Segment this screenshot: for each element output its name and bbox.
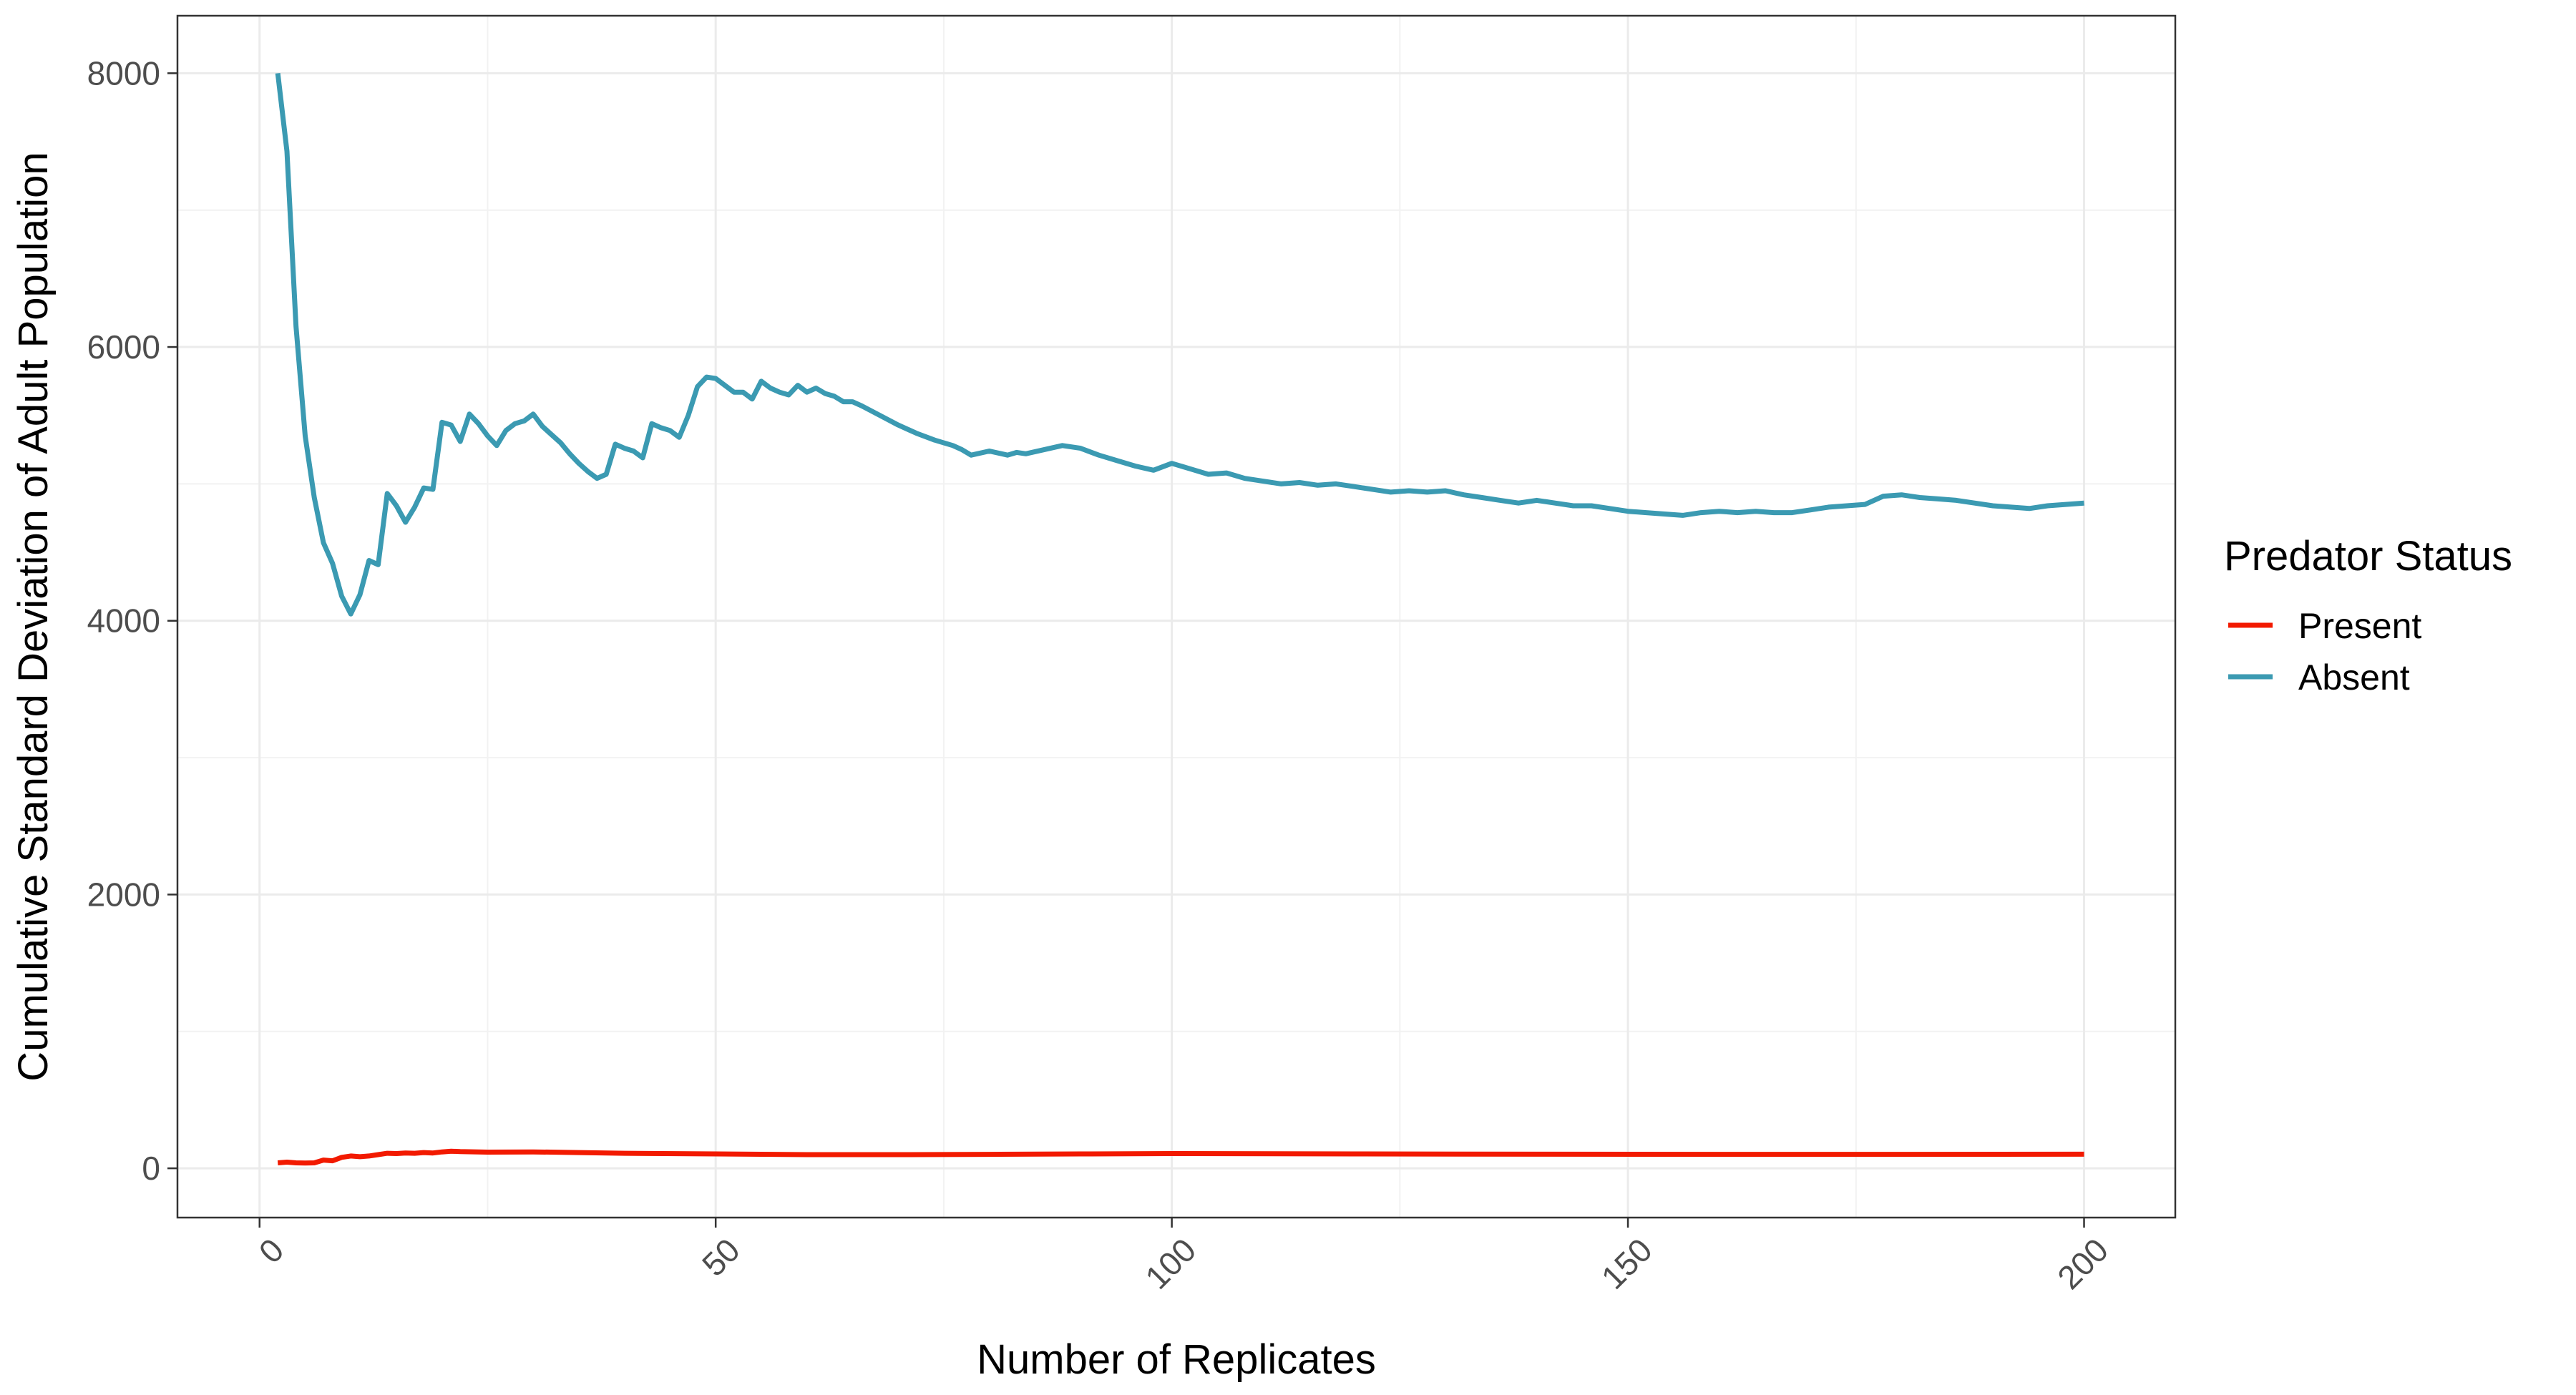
x-tick-label: 150 [1594, 1231, 1659, 1296]
grid-major [177, 16, 2175, 1218]
x-tick-label: 50 [695, 1231, 747, 1283]
plot-panel-border [176, 14, 2177, 1219]
x-tick-label: 0 [252, 1231, 291, 1271]
x-tick-label: 100 [1138, 1231, 1203, 1296]
y-tick-label: 8000 [87, 54, 160, 92]
y-tick-label: 6000 [87, 328, 160, 366]
y-tick-label: 2000 [87, 876, 160, 913]
y-axis: 0 2000 4000 6000 8000 [87, 54, 177, 1187]
x-axis-title: Number of Replicates [977, 1336, 1376, 1383]
series-line-present [277, 1148, 2084, 1166]
plot-panel-background [177, 16, 2175, 1218]
grid-minor [177, 16, 2175, 1218]
legend-title: Predator Status [2224, 533, 2512, 579]
y-tick-label: 0 [142, 1150, 160, 1187]
legend-label-absent: Absent [2298, 657, 2410, 698]
legend-label-present: Present [2298, 606, 2421, 646]
legend: Predator Status Present Absent [2224, 533, 2512, 698]
x-tick-label: 200 [2050, 1231, 2115, 1296]
y-axis-title: Cumulative Standard Deviation of Adult P… [10, 152, 57, 1081]
y-tick-label: 4000 [87, 602, 160, 640]
series-group [275, 72, 2084, 1166]
x-axis: 0 50 100 150 200 [252, 1218, 2115, 1296]
series-line-absent [275, 72, 2084, 617]
